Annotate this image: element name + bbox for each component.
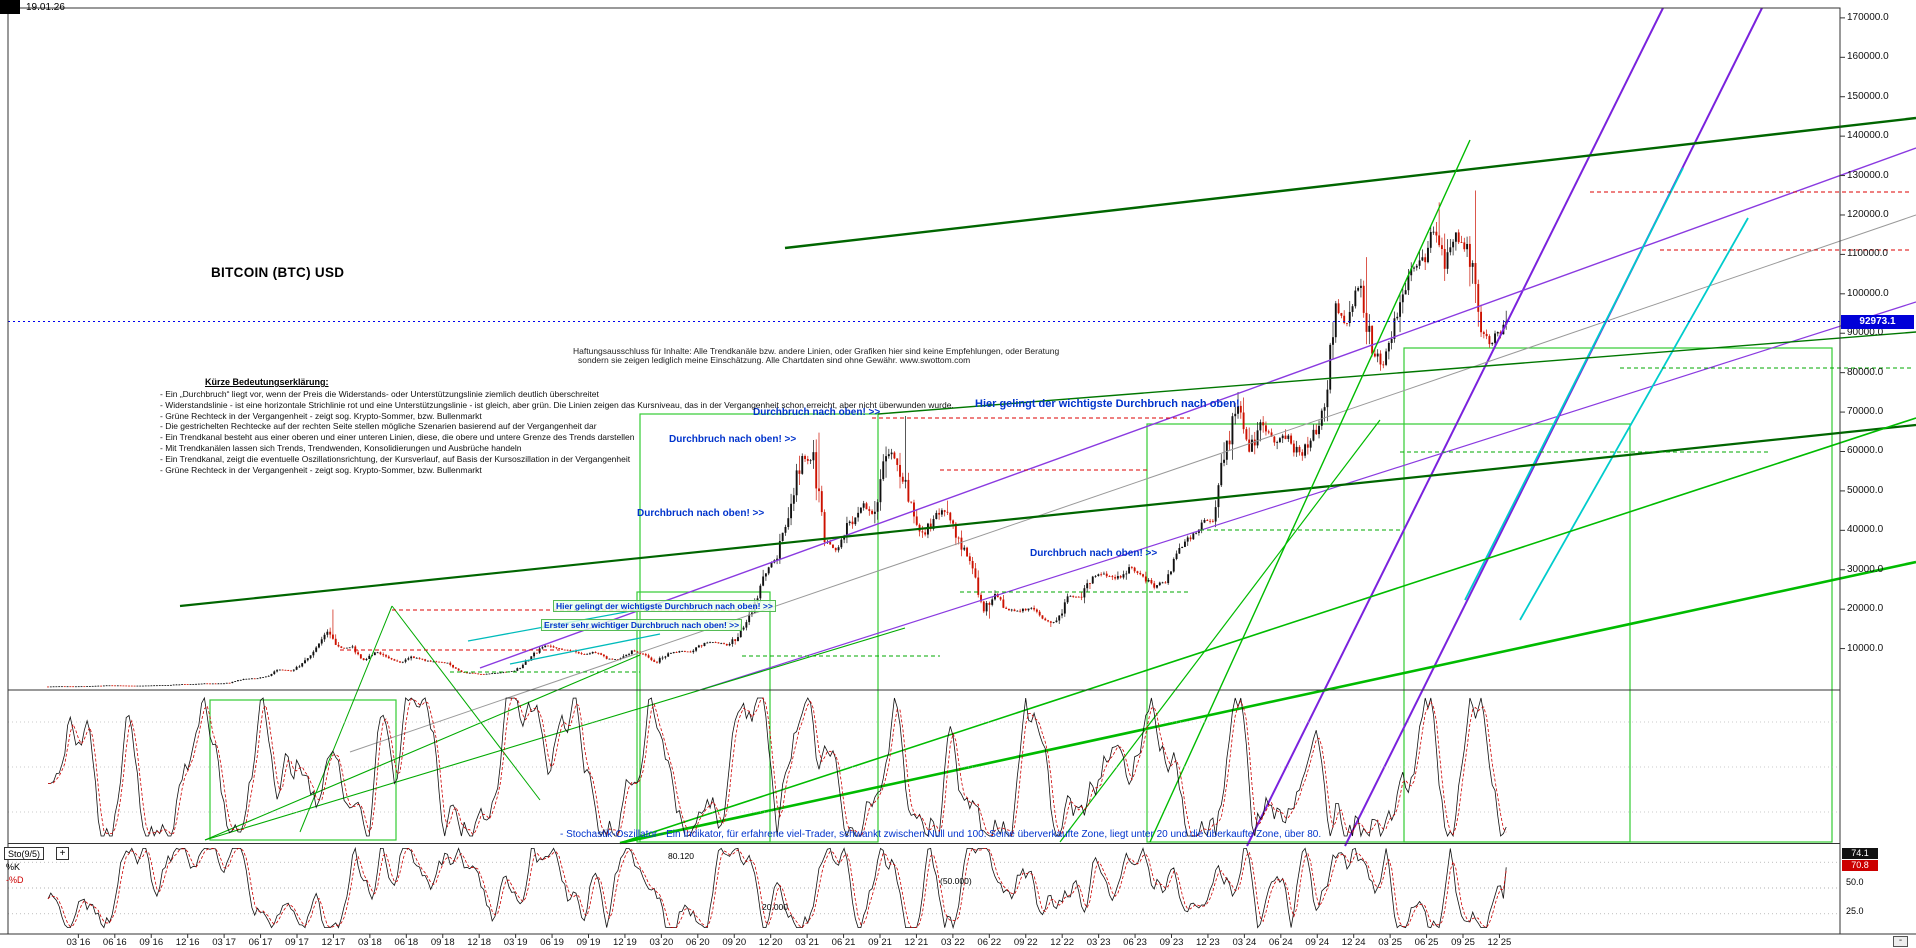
indicator-name-box: Sto(9/5)	[4, 847, 45, 860]
date-label: 19.01.26	[26, 2, 65, 13]
chart-title: BITCOIN (BTC) USD	[211, 265, 345, 280]
corner-marker	[0, 0, 20, 14]
stochastic-k-value-tag: 74.1	[1842, 848, 1878, 859]
indicator-add-button[interactable]: +	[56, 847, 69, 860]
explanation-title: Kürze Bedeutungserklärung:	[205, 377, 329, 387]
stochastic-d-label: -%D	[6, 875, 24, 885]
stochastic-d-value-tag: 70.8	[1842, 860, 1878, 871]
explanation-line: - Ein Trendkanal besteht aus einer obere…	[160, 432, 635, 443]
oscillator-scale-25: 25.0	[1846, 906, 1864, 916]
disclaimer-line2: sondern sie zeigen lediglich meine Einsc…	[578, 355, 971, 365]
explanation-line: - Grüne Rechteck in der Vergangenheit - …	[160, 464, 482, 475]
explanation-line: - Ein Trendkanal, zeigt die eventuelle O…	[160, 453, 631, 464]
disclaimer-line1: Haftungsausschluss für Inhalte: Alle Tre…	[573, 346, 1060, 356]
explanation-line: - Widerstandslinie - ist eine horizontal…	[160, 399, 954, 410]
current-price-tag: 92973.1	[1841, 315, 1914, 329]
stochastic-k-label: %K	[6, 862, 21, 872]
explanation-line: - Die gestrichelten Rechtecke auf der re…	[160, 421, 597, 432]
explanation-line: - Mit Trendkanälen lassen sich Trends, T…	[160, 442, 522, 453]
stochastic-note: - Stochastik-Oszillator - Ein Indikator,…	[560, 829, 1322, 840]
oscillator-scale-50: 50.0	[1846, 877, 1864, 887]
explanation-line: - Grüne Rechteck in der Vergangenheit - …	[160, 410, 482, 421]
explanation-line: - Ein „Durchbruch“ liegt vor, wenn der P…	[160, 389, 599, 399]
explanation-block: - Ein „Durchbruch“ liegt vor, wenn der P…	[160, 389, 954, 475]
zoom-out-button[interactable]: -	[1893, 936, 1908, 947]
